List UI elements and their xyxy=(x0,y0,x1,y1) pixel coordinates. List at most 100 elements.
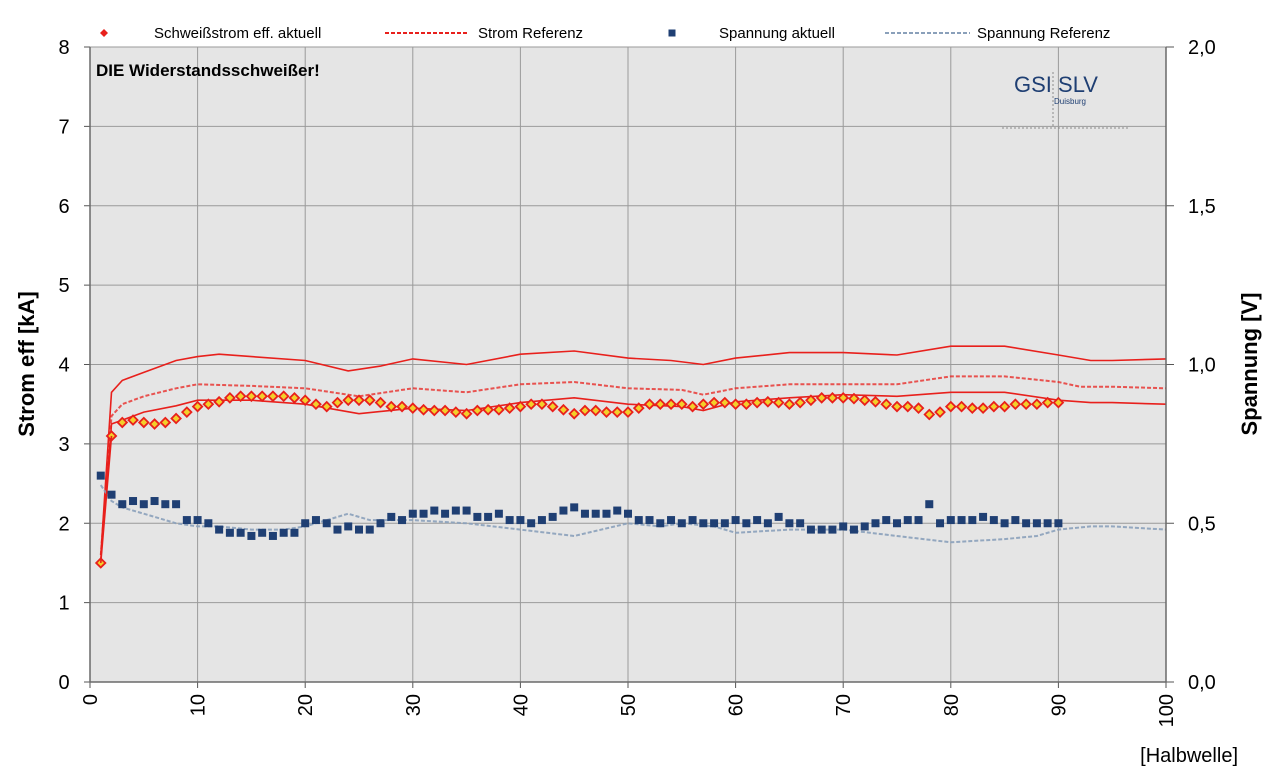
strom-data-point xyxy=(815,391,828,404)
y-left-tick-labels: 0 1 2 3 4 5 6 7 8 xyxy=(58,37,69,694)
strom-data-point xyxy=(385,400,398,413)
spannung-data-point xyxy=(516,516,525,525)
series-line-strom-referenz xyxy=(99,375,1167,556)
series-line-strom-referenz-oben xyxy=(100,345,1167,556)
spannung-data-point xyxy=(344,522,353,531)
strom-data-point xyxy=(622,406,634,418)
spannung-data-point xyxy=(484,512,493,521)
spannung-data-point xyxy=(667,516,676,525)
strom-data-point xyxy=(191,400,204,413)
strom-data-point xyxy=(116,416,129,429)
spannung-data-point xyxy=(946,516,955,525)
logo: GSI SLV Duisburg xyxy=(1002,72,1128,129)
series-line-strom-referenz-unten xyxy=(100,391,1167,560)
spannung-data-point xyxy=(494,509,503,518)
strom-data-point xyxy=(202,398,215,411)
y-right-axis-title: Spannung [V] xyxy=(1237,293,1262,436)
spannung-data-point xyxy=(441,509,450,518)
spannung-data-point xyxy=(365,525,374,534)
strom-data-point xyxy=(148,418,161,430)
strom-data-point xyxy=(697,398,710,411)
strom-data-point xyxy=(611,406,624,418)
strom-data-point xyxy=(880,398,893,411)
strom-data-point xyxy=(320,400,333,413)
strom-data-point xyxy=(503,402,516,415)
spannung-data-point xyxy=(333,525,342,534)
spannung-data-point xyxy=(774,512,783,521)
spannung-data-point xyxy=(505,516,514,525)
x-tick-label: 20 xyxy=(295,694,317,716)
strom-data-point xyxy=(686,400,699,413)
legend-marker-square xyxy=(668,29,676,37)
spannung-data-point xyxy=(688,516,697,525)
strom-data-point xyxy=(353,394,365,407)
spannung-data-point xyxy=(398,516,407,525)
strom-data-point xyxy=(374,396,387,409)
spannung-data-point xyxy=(731,516,740,525)
strom-data-point xyxy=(363,394,376,407)
spannung-data-point xyxy=(710,519,719,528)
spannung-data-point xyxy=(839,522,848,531)
legend-item: Spannung aktuell xyxy=(668,25,835,42)
strom-data-point xyxy=(449,406,462,418)
spannung-data-point xyxy=(914,516,923,525)
x-tick-labels: 0 10 20 30 40 50 60 70 80 90 100 xyxy=(80,694,1178,727)
spannung-data-point xyxy=(796,519,805,528)
spannung-data-point xyxy=(699,519,708,528)
strom-data-point xyxy=(417,403,430,416)
spannung-data-point xyxy=(591,509,600,518)
spannung-data-point xyxy=(172,500,181,509)
strom-data-point xyxy=(805,394,817,407)
strom-data-point xyxy=(482,403,494,416)
spannung-data-point xyxy=(161,500,170,509)
strom-data-point xyxy=(858,394,871,407)
strom-data-point xyxy=(955,400,968,413)
strom-data-point xyxy=(632,402,645,415)
logo-text: GSI SLV xyxy=(1014,72,1098,97)
x-tick-label: 90 xyxy=(1048,694,1070,716)
legend-marker-diamond xyxy=(100,29,108,37)
strom-data-point xyxy=(923,408,936,421)
strom-data-point xyxy=(934,406,946,418)
x-tick-label: 0 xyxy=(80,694,102,705)
y-left-tick-label: 6 xyxy=(58,196,69,218)
strom-data-point xyxy=(277,390,290,403)
spannung-data-point xyxy=(849,525,858,534)
strom-data-point xyxy=(170,412,182,425)
spannung-data-point xyxy=(419,509,428,518)
spannung-data-point xyxy=(96,471,105,480)
x-tick-label: 30 xyxy=(403,694,425,716)
strom-data-point xyxy=(675,398,688,411)
y-left-tick-label: 8 xyxy=(58,37,69,59)
strom-data-point xyxy=(213,395,225,408)
spannung-data-point xyxy=(408,509,417,518)
legend-label: Schweißstrom eff. aktuell xyxy=(154,25,321,42)
strom-data-point xyxy=(288,391,301,404)
strom-data-point xyxy=(1009,398,1022,411)
series-line-spannung-referenz xyxy=(99,484,1167,544)
spannung-data-point xyxy=(925,500,934,509)
y-left-tick-label: 4 xyxy=(58,355,69,377)
spannung-data-point xyxy=(936,519,945,528)
strom-data-point xyxy=(708,396,720,409)
spannung-data-point xyxy=(1000,519,1009,528)
strom-data-point xyxy=(406,402,419,415)
strom-data-point xyxy=(998,400,1011,413)
spannung-data-point xyxy=(150,497,159,506)
y-right-tick-label: 0,5 xyxy=(1188,513,1216,535)
legend-label: Spannung aktuell xyxy=(719,25,835,42)
spannung-data-point xyxy=(753,516,762,525)
x-axis-title: [Halbwelle] xyxy=(1140,745,1238,767)
spannung-data-point xyxy=(247,531,256,540)
spannung-data-point xyxy=(1011,516,1020,525)
strom-data-point xyxy=(568,407,581,420)
strom-data-point xyxy=(600,406,613,418)
spannung-data-point xyxy=(613,506,622,515)
strom-data-point xyxy=(1031,398,1043,411)
strom-data-point xyxy=(987,400,1000,413)
legend: Schweißstrom eff. aktuell Strom Referenz S… xyxy=(100,25,1110,42)
strom-data-point xyxy=(837,391,850,404)
spannung-data-point xyxy=(355,525,363,534)
spannung-data-point xyxy=(1032,519,1041,528)
